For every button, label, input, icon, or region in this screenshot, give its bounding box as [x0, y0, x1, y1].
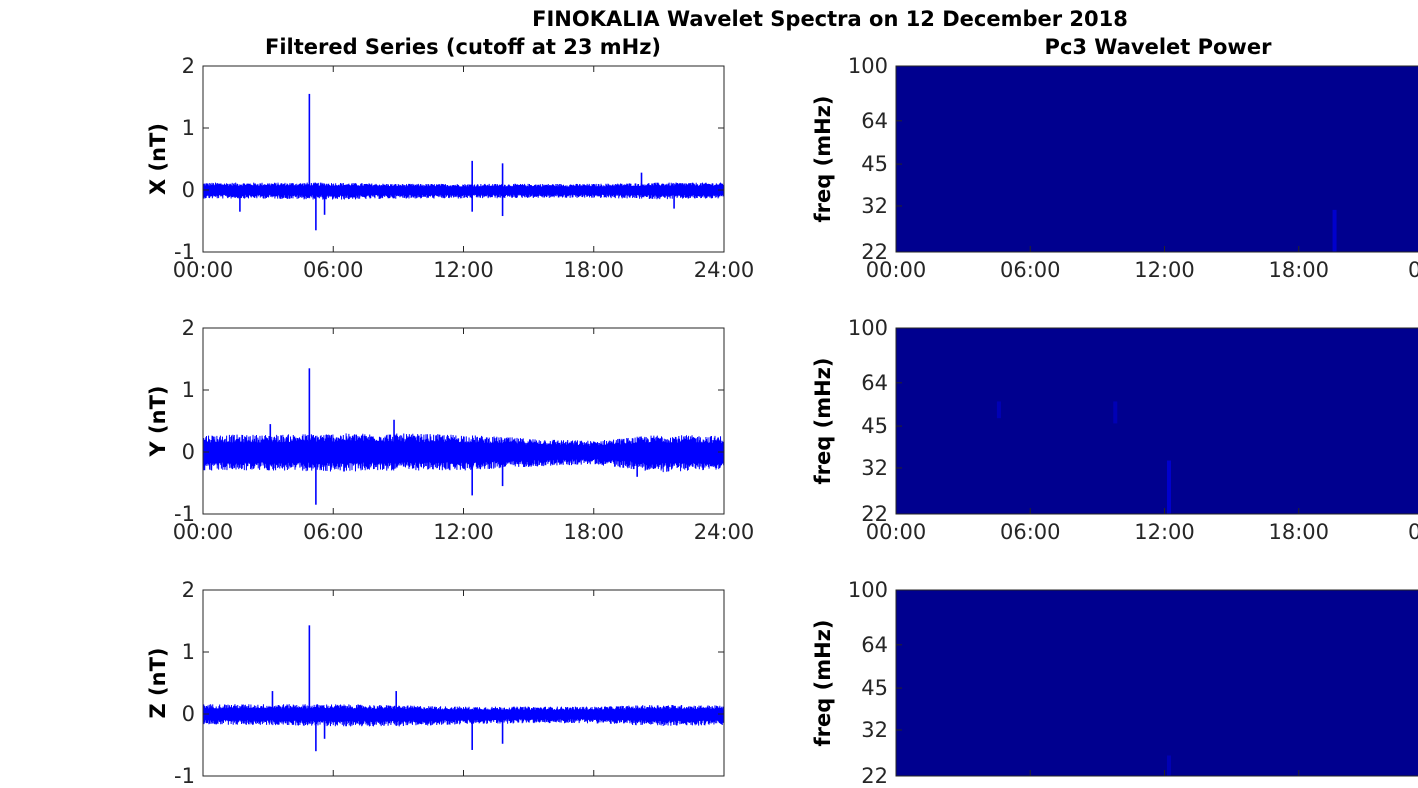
xtick-label: 00:00 — [866, 520, 927, 544]
ytick-label: 22 — [861, 764, 888, 788]
figure-title: FINOKALIA Wavelet Spectra on 12 December… — [532, 7, 1128, 31]
ytick-label: 1 — [182, 378, 195, 402]
right-column-title: Pc3 Wavelet Power — [1045, 35, 1273, 59]
y-axis-label: freq (mHz) — [811, 96, 835, 223]
ytick-label: 100 — [848, 54, 888, 78]
xtick-label: 06:00 — [1000, 258, 1061, 282]
y-axis-label: freq (mHz) — [811, 358, 835, 485]
xtick-label: 18:00 — [1268, 520, 1329, 544]
ytick-label: -1 — [174, 764, 195, 788]
ytick-label: 22 — [861, 240, 888, 264]
ytick-label: 100 — [848, 316, 888, 340]
y-axis-label: freq (mHz) — [811, 620, 835, 747]
ytick-label: 45 — [861, 414, 888, 438]
series-trace-y — [202, 433, 725, 473]
timeseries-panel-x: -1 0 1 2 00:00 06:00 12:00 18:00 24:00 X (nT) — [146, 54, 754, 282]
ytick-label: 0 — [182, 440, 195, 464]
xtick-label: 24:00 — [694, 520, 755, 544]
xtick-label: 06:00 — [1000, 520, 1061, 544]
panels: -1 0 1 2 00:00 06:00 12:00 18:00 24:00 X (nT) -1 0 1… — [146, 54, 1418, 788]
ytick-label: 1 — [182, 640, 195, 664]
xtick-label: 06:00 — [303, 258, 364, 282]
wavelet-panel-3: 100 64 45 32 22 freq (mHz) — [811, 578, 1418, 788]
axes-box — [202, 327, 725, 515]
power-map-background — [896, 590, 1418, 776]
ytick-label: 64 — [861, 109, 888, 133]
ytick-label: -1 — [174, 240, 195, 264]
xtick-label: 18:00 — [563, 258, 624, 282]
power-feature-2 — [1166, 460, 1171, 514]
ytick-label: 32 — [861, 718, 888, 742]
ytick-label: 0 — [182, 178, 195, 202]
xtick-label: 18:00 — [563, 520, 624, 544]
xtick-label: 06:00 — [303, 520, 364, 544]
power-feature-1 — [1113, 401, 1118, 424]
xtick-label: 00 — [1408, 258, 1418, 282]
ytick-label: 64 — [861, 633, 888, 657]
timeseries-panel-z: -1 0 1 2 Z (nT) — [146, 578, 725, 788]
xtick-label: 12:00 — [433, 520, 494, 544]
ytick-label: 1 — [182, 116, 195, 140]
ytick-label: 32 — [861, 456, 888, 480]
ytick-label: 45 — [861, 152, 888, 176]
y-axis-label: Y (nT) — [146, 386, 170, 458]
ytick-label: -1 — [174, 502, 195, 526]
xtick-label: 12:00 — [1134, 520, 1195, 544]
xtick-label: 00:00 — [866, 258, 927, 282]
ytick-label: 64 — [861, 371, 888, 395]
power-feature-0 — [1332, 209, 1337, 252]
ytick-label: 32 — [861, 194, 888, 218]
xtick-label: 00:00 — [173, 520, 234, 544]
ytick-label: 2 — [182, 54, 195, 78]
ytick-label: 2 — [182, 316, 195, 340]
ytick-label: 22 — [861, 502, 888, 526]
xtick-label: 00 — [1408, 520, 1418, 544]
ytick-label: 2 — [182, 578, 195, 602]
axes-box — [202, 65, 725, 253]
ytick-label: 45 — [861, 676, 888, 700]
series-trace-z — [202, 704, 725, 727]
timeseries-panel-y: -1 0 1 2 00:00 06:00 12:00 18:00 24:00 Y (nT) — [146, 316, 754, 544]
xtick-label: 24:00 — [694, 258, 755, 282]
xtick-label: 00:00 — [173, 258, 234, 282]
y-axis-label: Z (nT) — [146, 647, 170, 718]
power-map-background — [896, 66, 1418, 252]
power-map-background — [896, 328, 1418, 514]
power-feature-0 — [1166, 755, 1171, 776]
power-feature-0 — [996, 401, 1001, 419]
y-axis-label: X (nT) — [146, 123, 170, 195]
xtick-label: 12:00 — [1134, 258, 1195, 282]
axes-box — [202, 589, 725, 777]
ytick-label: 100 — [848, 578, 888, 602]
series-trace-x — [202, 182, 725, 200]
xtick-label: 18:00 — [1268, 258, 1329, 282]
ytick-label: 0 — [182, 702, 195, 726]
left-column-title: Filtered Series (cutoff at 23 mHz) — [265, 35, 661, 59]
xtick-label: 12:00 — [433, 258, 494, 282]
